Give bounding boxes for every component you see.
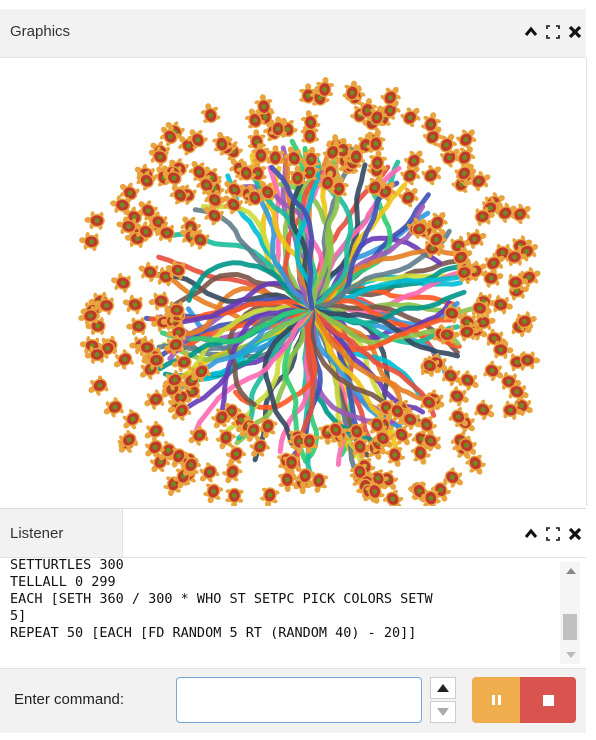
expand-icon[interactable]: [546, 25, 560, 39]
graphics-panel-controls: [524, 25, 582, 39]
history-down-button[interactable]: [430, 701, 456, 723]
expand-icon[interactable]: [546, 527, 560, 541]
scroll-up-arrow-icon[interactable]: [566, 568, 576, 574]
listener-scrollbar[interactable]: [560, 562, 580, 664]
listener-panel-controls: [524, 527, 582, 541]
output-line: EACH [SETH 360 / 300 * WHO ST SETPC PICK…: [10, 591, 433, 607]
graphics-panel-title: Graphics: [10, 23, 71, 40]
output-line: TELLALL 0 299: [10, 574, 116, 590]
command-input[interactable]: [176, 677, 422, 723]
listener-panel-header: Listener: [0, 508, 586, 558]
output-line: 5]: [10, 608, 27, 624]
history-up-button[interactable]: [430, 677, 456, 699]
stop-button[interactable]: [520, 677, 576, 723]
command-label: Enter command:: [14, 691, 125, 708]
output-line: SETTURTLES 300: [10, 557, 124, 573]
command-bar: Enter command:: [0, 668, 586, 733]
arrow-up-icon: [437, 684, 449, 692]
chevron-up-icon[interactable]: [524, 25, 538, 39]
pause-button[interactable]: [472, 677, 520, 723]
arrow-down-icon: [437, 708, 449, 716]
graphics-canvas[interactable]: [0, 58, 587, 511]
close-icon[interactable]: [568, 527, 582, 541]
listener-output[interactable]: SETTURTLES 300 TELLALL 0 299 EACH [SETH …: [0, 557, 570, 667]
output-line: REPEAT 50 [EACH [FD RANDOM 5 RT (RANDOM …: [10, 625, 417, 641]
graphics-panel-header: Graphics: [0, 9, 586, 58]
scroll-down-arrow-icon[interactable]: [566, 652, 576, 658]
chevron-up-icon[interactable]: [524, 527, 538, 541]
listener-tab[interactable]: [0, 509, 123, 557]
turtle-drawing: [78, 76, 541, 511]
scroll-thumb[interactable]: [563, 614, 577, 640]
listener-panel-title: Listener: [10, 525, 64, 542]
close-icon[interactable]: [568, 25, 582, 39]
stop-icon: [542, 694, 554, 706]
pause-icon: [490, 695, 502, 705]
